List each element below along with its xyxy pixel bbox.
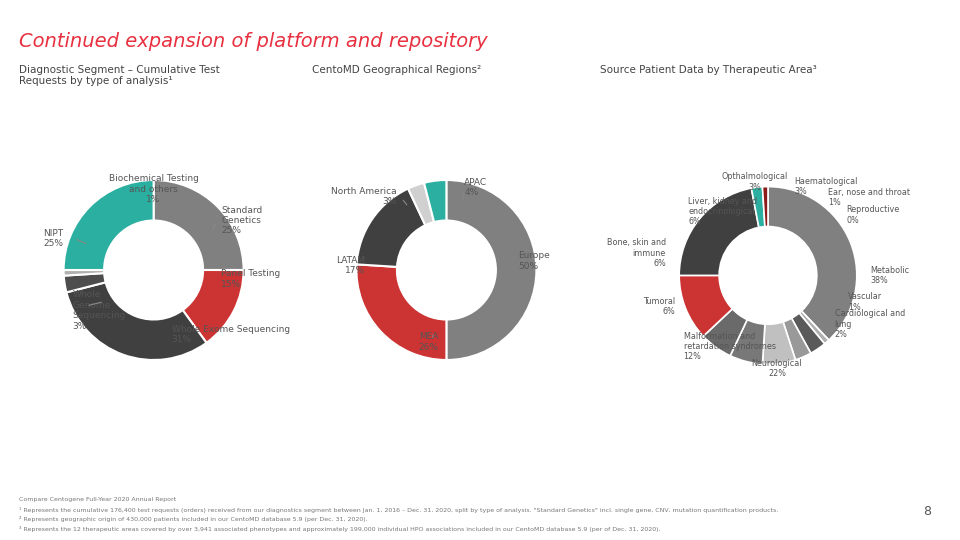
Wedge shape [792,313,825,353]
Text: ³ Represents the 12 therapeutic areas covered by over 3,941 associated phenotype: ³ Represents the 12 therapeutic areas co… [19,526,660,532]
Text: Compare Centogene Full-Year 2020 Annual Report: Compare Centogene Full-Year 2020 Annual … [19,497,177,502]
Text: Reproductive
0%: Reproductive 0% [846,205,900,225]
Text: ² Represents geographic origin of 430,000 patients included in our CentoMD datab: ² Represents geographic origin of 430,00… [19,516,368,522]
Wedge shape [680,275,732,336]
Wedge shape [680,188,758,275]
Wedge shape [66,282,206,360]
Wedge shape [799,311,828,344]
Wedge shape [762,322,796,364]
Wedge shape [802,311,828,340]
Text: Ear, nose and throat
1%: Ear, nose and throat 1% [828,187,910,207]
Text: Malformation and
retardation syndromes
12%: Malformation and retardation syndromes 1… [684,332,776,361]
Text: Whole Exome Sequencing
31%: Whole Exome Sequencing 31% [172,325,290,345]
Wedge shape [731,320,765,364]
Text: NIPT
25%: NIPT 25% [43,229,63,248]
Text: Biochemical Testing
and others
1%: Biochemical Testing and others 1% [108,174,199,204]
Wedge shape [768,187,856,340]
Wedge shape [424,180,446,222]
Text: Panel Testing
15%: Panel Testing 15% [221,269,280,289]
Wedge shape [154,180,244,270]
Text: Diagnostic Segment – Cumulative Test
Requests by type of analysis¹: Diagnostic Segment – Cumulative Test Req… [19,65,220,86]
Text: Neurological
22%: Neurological 22% [752,359,803,379]
Wedge shape [182,270,244,343]
Wedge shape [704,309,747,356]
Text: Cardiological and
lung
2%: Cardiological and lung 2% [834,309,905,339]
Text: APAC
4%: APAC 4% [465,178,488,197]
Text: LATAM
17%: LATAM 17% [336,256,366,275]
Wedge shape [356,265,446,360]
Text: Europe
50%: Europe 50% [518,251,550,271]
Text: Opthalmological
3%: Opthalmological 3% [722,172,788,192]
Text: Liver, kidney and
endocrinological
6%: Liver, kidney and endocrinological 6% [688,197,757,226]
Text: Bone, skin and
immune
6%: Bone, skin and immune 6% [607,238,666,268]
Wedge shape [356,188,425,267]
Text: CentoMD Geographical Regions²: CentoMD Geographical Regions² [312,65,481,75]
Text: 8: 8 [924,505,931,518]
Text: Whole
Genome
Sequencing
3%: Whole Genome Sequencing 3% [73,291,126,330]
Text: ¹ Represents the cumulative 176,400 test requests (orders) received from our dia: ¹ Represents the cumulative 176,400 test… [19,507,779,512]
Text: Haematological
3%: Haematological 3% [795,177,858,197]
Text: MEA
26%: MEA 26% [419,332,439,352]
Text: Tumoral
6%: Tumoral 6% [642,297,675,316]
Wedge shape [63,270,105,275]
Wedge shape [63,273,106,292]
Wedge shape [446,180,537,360]
Text: Continued expansion of platform and repository: Continued expansion of platform and repo… [19,32,488,51]
Text: North America
3%: North America 3% [331,186,396,206]
Text: Vascular
1%: Vascular 1% [848,292,882,312]
Text: Source Patient Data by Therapeutic Area³: Source Patient Data by Therapeutic Area³ [600,65,817,75]
Wedge shape [63,180,154,270]
Wedge shape [783,318,811,360]
Wedge shape [762,187,768,227]
Wedge shape [408,183,434,225]
Wedge shape [752,187,765,227]
Text: Metabolic
38%: Metabolic 38% [870,266,909,285]
Text: Standard
Genetics
25%: Standard Genetics 25% [221,206,262,235]
